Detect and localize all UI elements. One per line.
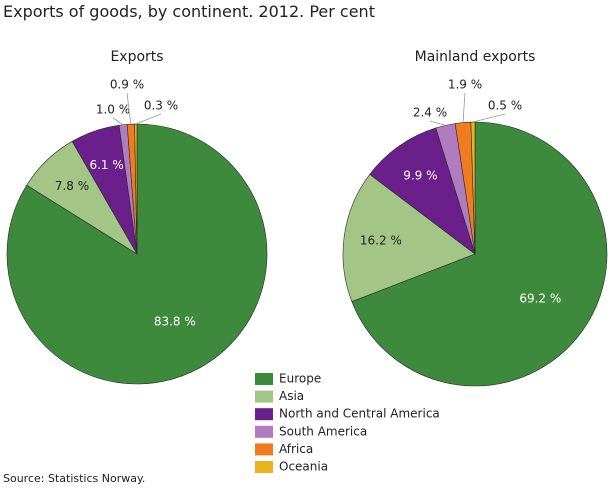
data-label: 2.4 % (413, 106, 447, 120)
legend-label: Africa (279, 442, 313, 456)
pie-title: Exports (110, 49, 163, 65)
chart-title: Exports of goods, by continent. 2012. Pe… (3, 2, 375, 21)
legend-swatch (255, 373, 273, 385)
source: Source: Statistics Norway. (3, 472, 145, 485)
pie-slice (351, 121, 608, 387)
data-label: 0.5 % (488, 99, 522, 113)
data-label: 0.9 % (110, 78, 144, 92)
data-label: 9.9 % (403, 169, 437, 183)
leader-line (472, 113, 506, 123)
data-label: 1.9 % (448, 78, 482, 92)
data-label: 1.0 % (96, 103, 130, 117)
legend-label: South America (279, 424, 367, 438)
legend-swatch (255, 408, 273, 421)
leader-line (429, 120, 446, 126)
pie-title: Mainland exports (415, 49, 536, 65)
data-label: 7.8 % (55, 179, 89, 193)
leader-line (112, 117, 124, 126)
data-label: 0.3 % (144, 99, 178, 113)
pie-slice (342, 173, 476, 302)
legend-label: Europe (279, 372, 321, 386)
leader-line (462, 92, 466, 123)
data-label: 69.2 % (519, 291, 561, 305)
leader-line (126, 92, 132, 125)
legend-swatch (255, 390, 273, 403)
leader-line (135, 113, 162, 125)
legend-label: Oceania (279, 460, 328, 474)
data-label: 6.1 % (89, 158, 123, 172)
pie-slice (369, 127, 476, 255)
legend-swatch (255, 443, 273, 456)
legend-label: North and Central America (279, 407, 440, 421)
legend-label: Asia (279, 389, 304, 403)
pie-slice (134, 123, 138, 255)
legend-swatch (255, 425, 273, 438)
data-label: 83.8 % (154, 315, 196, 329)
data-label: 16.2 % (360, 233, 402, 247)
legend-swatch (255, 461, 273, 473)
